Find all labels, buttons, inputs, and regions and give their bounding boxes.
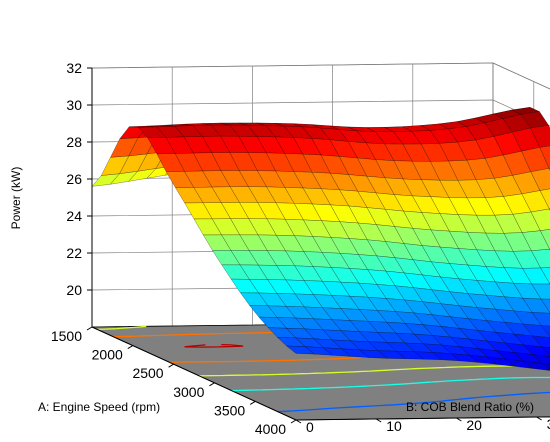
y-axis-label: B: COB Blend Ratio (%) — [406, 400, 534, 414]
y-tick-label: 30 — [547, 416, 550, 432]
y-tick-label: 20 — [466, 417, 482, 433]
axis-line — [295, 416, 550, 421]
y-tick — [375, 418, 382, 423]
z-tick-label: 30 — [66, 97, 82, 113]
y-tick — [456, 417, 462, 422]
x-tick-label: 1500 — [51, 328, 82, 344]
surface-patch — [286, 345, 315, 355]
x-tick-label: 3500 — [214, 402, 245, 418]
y-tick — [536, 416, 542, 421]
x-tick-label: 4000 — [255, 421, 286, 437]
z-axis-label: Power (kW) — [9, 167, 23, 230]
y-tick-label: 0 — [306, 419, 314, 435]
contour-line — [231, 376, 550, 392]
x-tick — [86, 326, 93, 331]
x-tick — [249, 400, 256, 405]
y-tick-label: 10 — [386, 418, 402, 434]
contour-line — [277, 391, 550, 413]
z-tick-label: 28 — [66, 134, 82, 150]
axis-line — [91, 326, 297, 421]
contour-line — [97, 325, 550, 377]
z-tick-label: 20 — [66, 282, 82, 298]
tick-labels: 20 22 24 26 28 30 32 1500 2000 2500 3000 3500 4000 0 1… — [51, 60, 550, 437]
response-surface — [91, 107, 550, 371]
x-tick — [168, 363, 174, 368]
z-tick-label: 24 — [66, 208, 82, 224]
z-tick-label: 22 — [66, 245, 82, 261]
z-tick-label: 26 — [66, 171, 82, 187]
z-tick-label: 32 — [66, 60, 82, 76]
x-tick — [209, 382, 215, 387]
x-tick-label: 2500 — [132, 365, 163, 381]
x-axis-label: A: Engine Speed (rpm) — [38, 400, 160, 414]
x-tick — [290, 419, 297, 424]
x-tick-label: 2000 — [92, 347, 123, 363]
x-tick — [127, 345, 134, 350]
y-tick — [295, 419, 302, 424]
axes — [86, 67, 550, 424]
x-tick-label: 3000 — [173, 384, 204, 400]
